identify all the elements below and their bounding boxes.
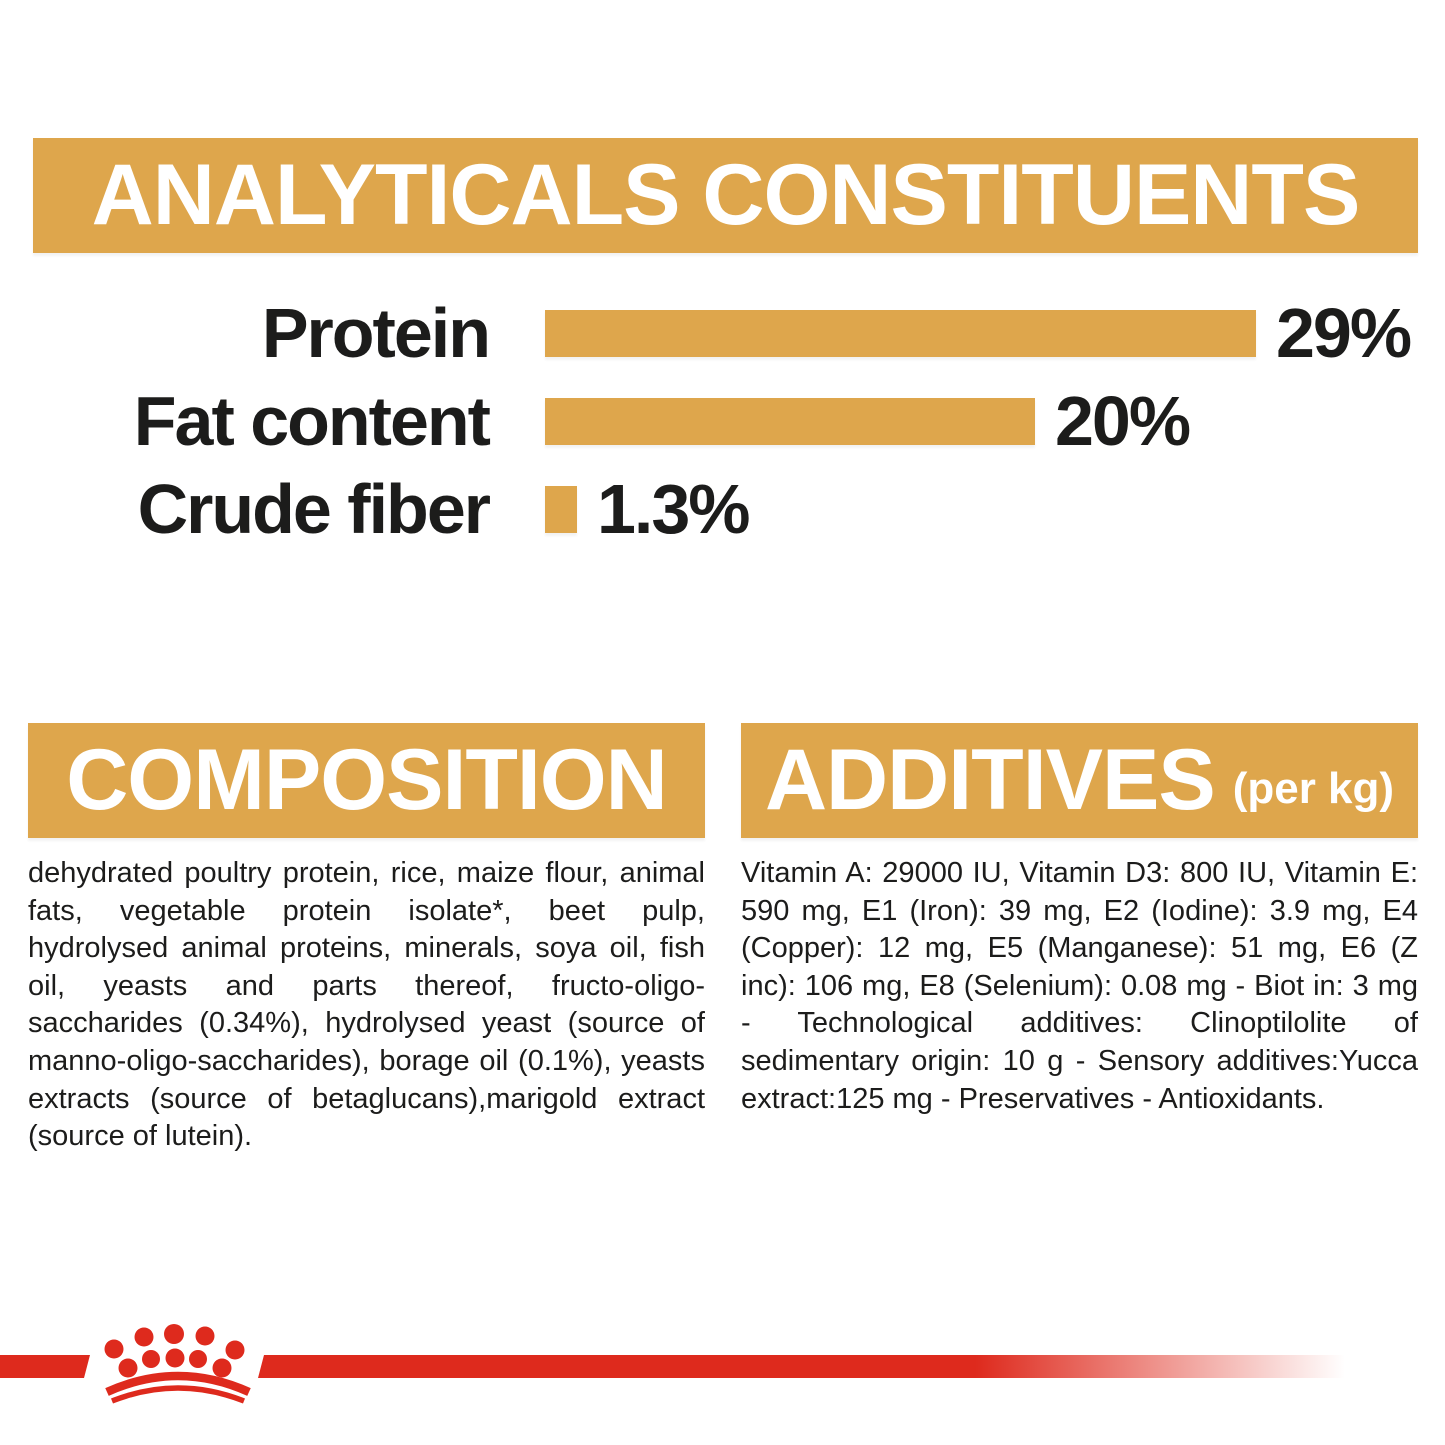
additives-banner-title: ADDITIVES xyxy=(764,732,1216,828)
analytical-constituents-bar-chart: Protein 29% Fat content 20% Crude fiber 1.3% xyxy=(0,294,1445,574)
additives-section: ADDITIVES (per kg) Vitamin A: 29000 IU, … xyxy=(741,723,1418,1118)
chart-row: Fat content 20% xyxy=(0,382,1445,460)
composition-banner: COMPOSITION xyxy=(28,723,705,838)
bar-value: 20% xyxy=(1055,382,1191,460)
bar xyxy=(545,486,577,533)
crown-dots xyxy=(104,1324,245,1378)
additives-body-text: Vitamin A: 29000 IU, Vitamin D3: 800 IU,… xyxy=(741,857,1418,1115)
bar xyxy=(545,398,1035,445)
composition-body-text: dehydrated poultry protein, rice, maize … xyxy=(28,857,705,1153)
crown-base-arcs xyxy=(105,1371,251,1404)
analyticals-banner-title: ANALYTICALS CONSTITUENTS xyxy=(91,147,1361,243)
bar-label: Protein xyxy=(261,294,491,372)
bar-value: 29% xyxy=(1276,294,1412,372)
footer-stripe-right xyxy=(258,1355,1345,1378)
chart-row: Crude fiber 1.3% xyxy=(0,470,1445,548)
chart-row: Protein 29% xyxy=(0,294,1445,372)
bar-value: 1.3% xyxy=(597,470,751,548)
footer-stripe-left xyxy=(0,1355,90,1378)
composition-section: COMPOSITION dehydrated poultry protein, … xyxy=(28,723,705,1156)
additives-banner-per-kg: (per kg) xyxy=(1232,763,1395,813)
royal-canin-crown-icon xyxy=(104,1324,251,1404)
bar-label: Crude fiber xyxy=(137,470,491,548)
analyticals-banner: ANALYTICALS CONSTITUENTS xyxy=(33,138,1418,253)
bar-label: Fat content xyxy=(133,382,491,460)
bar xyxy=(545,310,1256,357)
composition-banner-title: COMPOSITION xyxy=(66,732,668,828)
additives-banner: ADDITIVES (per kg) xyxy=(741,723,1418,838)
